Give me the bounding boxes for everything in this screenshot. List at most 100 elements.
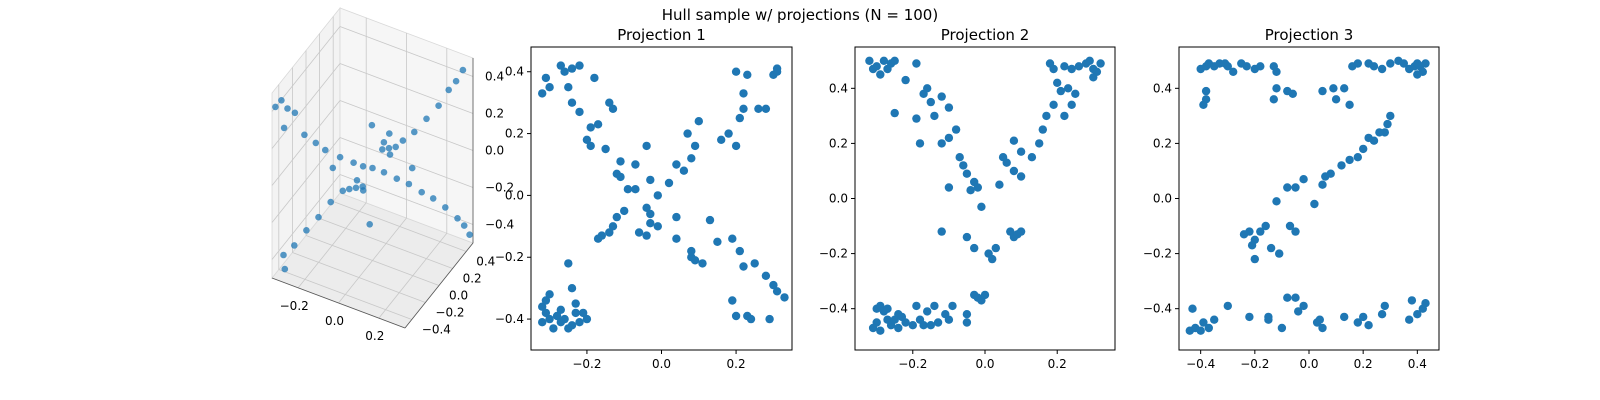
panel-2-point — [962, 232, 972, 242]
panel-2-point — [948, 301, 957, 311]
panel-3d-point — [454, 215, 461, 222]
panel-1-point — [780, 293, 789, 302]
panel-1-point — [612, 212, 621, 222]
panel-3d-point — [369, 164, 376, 172]
panel-3d-point — [459, 66, 467, 74]
panel-2-point — [890, 108, 899, 118]
panel-3d-gridline — [271, 26, 341, 112]
panel-3d-point — [280, 251, 287, 259]
panel-1-point — [772, 287, 782, 296]
panel-1-point — [538, 89, 547, 98]
panel-2-point — [908, 321, 917, 330]
panel-1-point — [567, 98, 577, 107]
panel-1-point — [698, 259, 707, 268]
panel-1-point — [571, 308, 580, 318]
panel-2-point — [1002, 158, 1011, 167]
panel-3-point — [1272, 197, 1281, 206]
panel-1-point — [623, 185, 633, 194]
panel-3d-point — [339, 187, 347, 195]
panel-2-point — [1067, 64, 1076, 74]
panel-1-point — [593, 234, 603, 243]
panel-3-xtick-label: −0.4 — [1186, 357, 1215, 371]
panel-2-point — [970, 243, 979, 253]
panel-2-ytick-label: −0.2 — [819, 247, 848, 261]
panel-1-point — [728, 296, 737, 305]
panel-2-point — [962, 310, 972, 319]
panel-2-point — [876, 70, 885, 79]
panel-3-point — [1294, 307, 1303, 316]
panel-3-xtick-label: −0.2 — [1240, 357, 1269, 371]
panel-3-point — [1291, 183, 1300, 192]
panel-2-ytick-label: 0.2 — [829, 136, 848, 150]
panel-1-point — [672, 234, 681, 243]
panel-3d-grid — [271, 16, 474, 320]
panel-1-point — [564, 83, 573, 92]
panel-3-point — [1386, 59, 1395, 68]
panel-1-point — [646, 219, 655, 228]
panel-3d-point — [392, 143, 400, 151]
panel-1-ytick-label: 0.4 — [505, 65, 524, 79]
panel-1-point — [620, 206, 629, 216]
panel-3d-gridline — [319, 218, 453, 269]
panel-2-point — [1089, 73, 1098, 82]
panel-2-point — [941, 310, 950, 319]
panel-3d-point — [352, 184, 360, 192]
panel-1-point — [567, 64, 577, 73]
panel-2-point — [1042, 111, 1051, 121]
panel-3-point — [1250, 254, 1260, 264]
panel-1-point — [683, 129, 692, 138]
panel-3d-ztick-label: 0.4 — [485, 70, 504, 84]
panel-3-point — [1283, 183, 1292, 192]
panel-3-point — [1272, 67, 1281, 77]
panel-2-point — [937, 92, 946, 101]
panel-1-point — [541, 296, 551, 305]
panel-2-point — [1035, 139, 1044, 148]
panel-1-point — [690, 141, 700, 151]
panel-1-point — [750, 259, 759, 268]
panel-3d-point — [452, 77, 460, 85]
panel-3-point — [1256, 62, 1265, 71]
panel-3d-point — [281, 265, 289, 273]
panel-3d-point — [399, 137, 407, 144]
panel-3d-point — [386, 151, 394, 158]
panel-2-point — [1053, 78, 1062, 88]
panel-2-point — [1027, 153, 1037, 162]
panel-1-point — [608, 104, 618, 114]
panel-2-points — [865, 56, 1105, 335]
panel-3d-point — [312, 139, 320, 147]
panel-1-point — [631, 185, 640, 194]
panel-3d-xtick-label: 0.2 — [365, 329, 384, 343]
panel-3-point — [1299, 301, 1308, 311]
panel-2-point — [897, 312, 907, 322]
panel-3-point — [1277, 323, 1287, 333]
panel-3-point — [1329, 84, 1338, 93]
panel-2-point — [959, 161, 968, 170]
panel-2-point — [883, 64, 892, 74]
panel-2-xtick-label: 0.0 — [975, 357, 994, 371]
panel-3-xtick-label: 0.4 — [1408, 357, 1427, 371]
panel-3d-point — [411, 128, 418, 136]
panel-3-point — [1353, 59, 1363, 68]
panel-1-point — [538, 302, 547, 311]
panel-1-point — [605, 228, 614, 237]
panel-3-point — [1204, 323, 1214, 333]
panel-3-point — [1399, 59, 1409, 68]
panel-1-xtick-label: 0.0 — [652, 357, 671, 371]
panel-1-point — [739, 89, 748, 98]
panel-1-point — [616, 172, 625, 182]
panel-1-point — [541, 73, 551, 83]
panel-3d-point — [284, 105, 291, 112]
panel-1-point — [549, 324, 558, 333]
panel-3-point — [1386, 111, 1395, 121]
panel-3d-point — [303, 227, 310, 234]
panel-3d: X −0.20.00.2−0.4−0.20.00.20.4−0.4−0.20.0… — [271, 6, 514, 343]
panel-3-point — [1413, 310, 1422, 319]
panel-3-point — [1196, 326, 1205, 335]
panel-3-point — [1266, 243, 1276, 253]
panel-3-point — [1285, 221, 1295, 231]
panel-projection-3: Projection 3 −0.4 −0.2 0.0 0.2 0.4 −0.4 −0.2 0.… — [1143, 26, 1440, 371]
panel-1-point — [694, 117, 703, 126]
panel-2-point — [937, 227, 946, 236]
panel-3-point — [1345, 155, 1354, 165]
